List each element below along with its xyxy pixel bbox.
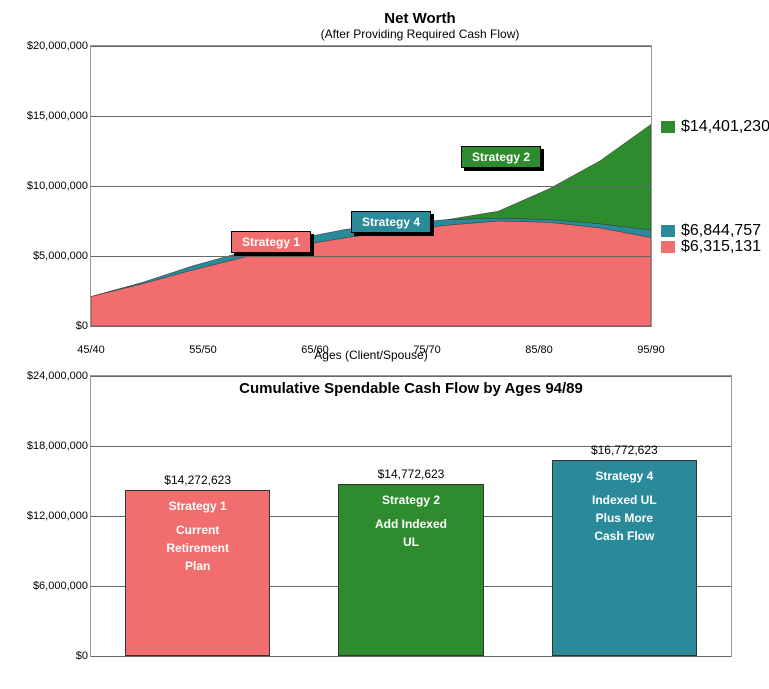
- area-chart-title: Net Worth: [90, 10, 750, 27]
- legend-value: $14,401,230: [681, 118, 769, 136]
- area-chart-subtitle: (After Providing Required Cash Flow): [90, 27, 750, 41]
- y-tick-label: $18,000,000: [13, 440, 88, 452]
- series-label-badge: Strategy 4: [351, 211, 431, 233]
- gridline: [91, 256, 651, 257]
- bar-text: Strategy 2Add IndexedUL: [339, 485, 482, 557]
- cashflow-chart: Cumulative Spendable Cash Flow by Ages 9…: [90, 375, 750, 657]
- y-tick-label: $10,000,000: [13, 180, 88, 192]
- gridline: [91, 656, 731, 657]
- y-tick-label: $5,000,000: [13, 250, 88, 262]
- area-x-title: Ages (Client/Spouse): [91, 348, 651, 362]
- legend-value: $6,315,131: [681, 238, 761, 256]
- bar-text: Strategy 4Indexed ULPlus MoreCash Flow: [553, 461, 696, 551]
- bar-value-label: $14,772,623: [339, 467, 482, 481]
- bar-text: Strategy 1CurrentRetirementPlan: [126, 491, 269, 581]
- y-tick-label: $6,000,000: [13, 580, 88, 592]
- series-label-badge: Strategy 1: [231, 231, 311, 253]
- gridline: [91, 186, 651, 187]
- bar-plot-region: Cumulative Spendable Cash Flow by Ages 9…: [90, 375, 732, 657]
- area-plot-region: $0$5,000,000$10,000,000$15,000,000$20,00…: [90, 45, 652, 327]
- bar-y-axis: $0$6,000,000$12,000,000$18,000,000$24,00…: [13, 376, 88, 656]
- legend-item: $14,401,230: [661, 118, 769, 136]
- legend-item: $6,315,131: [661, 238, 761, 256]
- bar-rect: $14,272,623Strategy 1CurrentRetirementPl…: [125, 490, 270, 657]
- y-tick-label: $15,000,000: [13, 110, 88, 122]
- area-y-axis: $0$5,000,000$10,000,000$15,000,000$20,00…: [13, 46, 88, 326]
- bar-rect: $14,772,623Strategy 2Add IndexedUL: [338, 484, 483, 656]
- gridline: [91, 326, 651, 327]
- y-tick-label: $20,000,000: [13, 40, 88, 52]
- series-label-badge: Strategy 2: [461, 146, 541, 168]
- gridline: [91, 116, 651, 117]
- legend-swatch: [661, 121, 675, 133]
- bar-value-label: $14,272,623: [126, 473, 269, 487]
- bar: $14,772,623 Strategy 2Add IndexedUL: [338, 376, 483, 656]
- bar-rect: $16,772,623Strategy 4Indexed ULPlus More…: [552, 460, 697, 656]
- bar: $16,772,623 Strategy 4Indexed ULPlus More…: [552, 376, 697, 656]
- legend-swatch: [661, 241, 675, 253]
- y-tick-label: $0: [13, 320, 88, 332]
- y-tick-label: $24,000,000: [13, 370, 88, 382]
- net-worth-chart: Net Worth (After Providing Required Cash…: [90, 10, 750, 327]
- gridline: [91, 46, 651, 47]
- y-tick-label: $12,000,000: [13, 510, 88, 522]
- y-tick-label: $0: [13, 650, 88, 662]
- bar-value-label: $16,772,623: [553, 443, 696, 457]
- bar: $14,272,623 Strategy 1CurrentRetirementPl…: [125, 376, 270, 656]
- legend-swatch: [661, 225, 675, 237]
